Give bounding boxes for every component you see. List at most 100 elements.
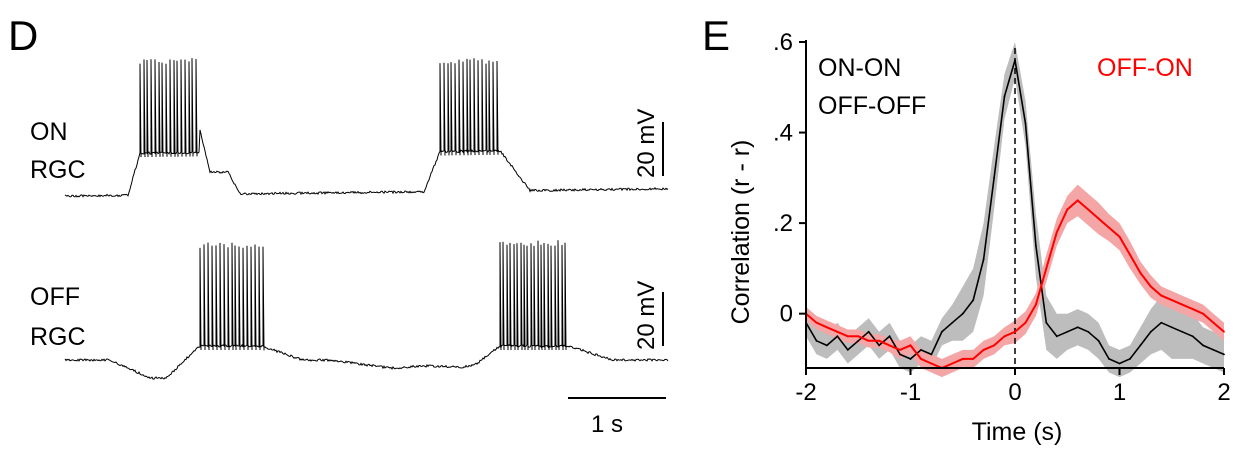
on-voltage-scale-label: 20 mV [633,109,660,178]
data-point-off-on [1097,217,1100,220]
data-point-on-on [1202,344,1204,347]
data-point-off-on [867,339,870,342]
data-point-on-on [1223,353,1225,356]
legend-off-off: OFF-OFF [818,92,926,120]
data-point-on-on [1170,326,1173,329]
data-point-off-on [1035,303,1037,306]
data-point-on-on [1181,330,1184,333]
data-point-off-on [909,344,912,347]
correlation-chart: 0 .2 .4 .6 -2 -1 0 1 2 [773,29,1231,406]
data-point-on-on [972,299,975,301]
data-point-on-on [836,335,839,338]
data-point-on-on [1129,358,1131,360]
on-trace-label-line2: RGC [30,156,86,184]
y-tick-label: .6 [773,29,793,56]
data-point-on-on [899,353,901,356]
data-point-off-on [982,348,985,351]
data-point-on-on [846,348,849,351]
panel-d-letter: D [8,12,38,59]
panel-e-letter: E [702,12,730,59]
data-point-on-on [1003,95,1006,98]
x-tick-label: 2 [1217,379,1230,406]
y-tick-label: .2 [773,210,793,237]
off-rgc-trace [64,240,669,380]
data-point-off-on [972,358,975,360]
error-band-on-on [806,42,1224,378]
data-point-on-on [1014,59,1016,62]
time-scale-label: 1 s [591,411,623,438]
data-point-on-on [1087,330,1090,333]
x-tick-label: -1 [900,379,921,406]
x-tick-label: 1 [1113,379,1126,406]
data-point-on-on [961,312,964,315]
data-point-on-on [909,358,912,360]
data-point-off-on [1170,299,1173,301]
data-point-off-on [836,330,839,333]
data-point-on-on [826,344,828,347]
data-point-on-on [1118,362,1121,365]
data-point-on-on [920,348,922,351]
data-point-on-on [1066,330,1069,333]
data-point-on-on [888,335,891,338]
data-point-off-on [1149,285,1152,288]
data-point-on-on [1024,122,1027,125]
data-point-off-on [1202,312,1204,315]
data-point-on-on [1212,348,1215,351]
data-point-off-on [1003,335,1006,338]
data-point-on-on [930,353,933,356]
data-point-off-on [1160,294,1163,297]
data-point-off-on [1076,199,1079,202]
x-axis-label: Time (s) [972,418,1063,446]
data-point-off-on [826,326,828,329]
y-tick-label: 0 [780,301,793,328]
data-point-off-on [961,358,964,360]
data-point-off-on [1129,253,1131,256]
data-point-off-on [920,358,922,360]
data-point-on-on [982,258,985,261]
data-point-on-on [867,330,870,333]
data-point-on-on [1149,330,1152,333]
legend-off-on: OFF-ON [1097,54,1193,82]
data-point-off-on [1055,231,1058,234]
data-point-on-on [1191,335,1194,338]
voltage-traces [64,58,669,380]
data-point-off-on [857,335,860,338]
data-point-off-on [815,321,818,324]
data-point-off-on [1108,226,1110,229]
data-point-on-on [878,344,881,347]
data-point-off-on [993,344,995,347]
data-point-on-on [1108,358,1110,360]
data-point-off-on [1212,321,1215,324]
data-point-on-on [1160,321,1163,324]
off-trace-label-line1: OFF [30,283,80,311]
data-point-off-on [930,362,933,365]
data-point-off-on [1066,208,1069,211]
data-point-on-on [940,330,943,333]
data-point-on-on [1035,244,1037,247]
data-point-on-on [1097,339,1100,342]
data-point-off-on [951,362,954,365]
data-point-off-on [1223,330,1225,333]
data-point-on-on [1055,335,1058,338]
off-trace-label-line2: RGC [30,323,86,351]
data-point-off-on [888,344,891,347]
data-point-on-on [1139,344,1142,347]
data-point-off-on [1139,272,1142,274]
y-tick-label: .4 [773,120,793,147]
data-point-on-on [815,339,818,342]
error-band-off-on [806,184,1224,378]
data-point-on-on [951,321,954,324]
data-point-on-on [1076,326,1079,329]
data-point-off-on [1014,330,1016,333]
data-point-off-on [1191,308,1194,311]
y-axis-label: Correlation (r - r) [727,140,755,325]
on-rgc-trace [64,58,669,198]
data-point-off-on [1181,303,1184,306]
x-tick-label: -2 [795,379,816,406]
data-point-off-on [1045,267,1048,270]
data-point-off-on [899,348,901,351]
data-point-on-on [1045,321,1048,324]
off-voltage-scale-label: 20 mV [633,281,660,350]
data-point-off-on [878,339,881,342]
